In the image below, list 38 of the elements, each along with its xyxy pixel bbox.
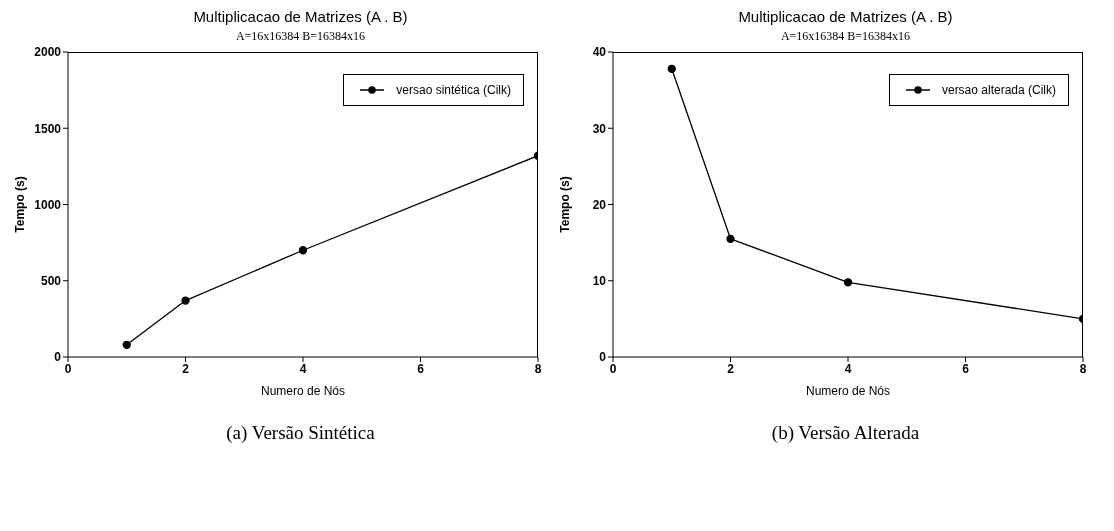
y-tick-label: 500: [40, 274, 62, 289]
chart-subtitle: A=16x16384 B=16384x16: [234, 29, 367, 44]
point: [843, 278, 853, 287]
x-tick-label: 6: [962, 361, 970, 376]
x-axis-title: Numero de Nós: [805, 384, 891, 398]
y-tick-label: 20: [592, 197, 607, 212]
point: [122, 340, 131, 349]
point: [298, 246, 308, 255]
point: [181, 296, 190, 305]
x-tick-label: 8: [534, 361, 542, 376]
point: [726, 234, 735, 243]
chart-title: Multiplicacao de Matrizes (A . B): [737, 8, 954, 25]
x-tick-label: 4: [299, 361, 307, 376]
x-tick-label: 2: [182, 361, 190, 376]
x-axis-title: Numero de Nós: [260, 384, 346, 398]
legend-label: versao sintética (Cilk): [396, 83, 511, 97]
y-tick-label: 30: [592, 121, 607, 136]
y-tick-label: 2000: [34, 45, 62, 60]
text: (a) Versão Sintética: [225, 422, 376, 444]
x-tick-label: 4: [844, 361, 852, 376]
x-tick-label: 2: [727, 361, 735, 376]
y-axis-title: Tempo (s): [13, 176, 28, 233]
text: (b) Versão Alterada: [770, 422, 921, 444]
x-tick-label: 0: [609, 361, 617, 376]
point: [667, 64, 676, 73]
chart-subtitle: A=16x16384 B=16384x16: [779, 29, 912, 44]
y-tick-label: 10: [592, 274, 607, 289]
y-tick-label: 40: [592, 45, 607, 60]
y-tick-label: 1500: [34, 121, 62, 136]
y-axis-title: Tempo (s): [558, 176, 573, 233]
y-tick-label: 0: [599, 350, 607, 365]
x-tick-label: 0: [64, 361, 72, 376]
x-tick-label: 8: [1079, 361, 1087, 376]
y-tick-label: 1000: [34, 197, 62, 212]
chart-title: Multiplicacao de Matrizes (A . B): [192, 8, 409, 25]
legend-label: versao alterada (Cilk): [941, 83, 1056, 97]
y-tick-label: 0: [54, 350, 62, 365]
x-tick-label: 6: [417, 361, 425, 376]
